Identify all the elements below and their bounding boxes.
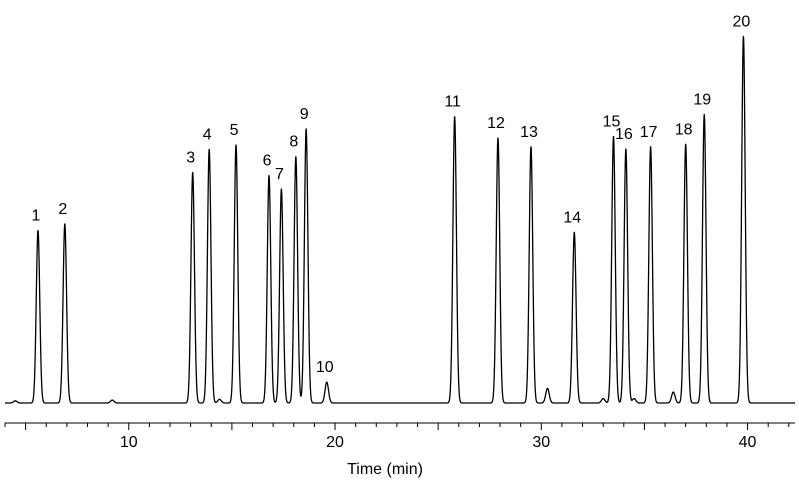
peak-label: 17 xyxy=(640,124,658,141)
peak-label: 13 xyxy=(520,124,538,141)
peak-label: 12 xyxy=(487,115,505,132)
peak-label: 8 xyxy=(289,134,298,151)
peak-label: 6 xyxy=(263,152,272,169)
peak-label: 19 xyxy=(693,92,711,109)
x-tick-label: 30 xyxy=(532,434,550,451)
x-axis-label: Time (min) xyxy=(347,461,423,478)
peak-label: 15 xyxy=(603,114,621,131)
peak-label: 16 xyxy=(615,126,633,143)
peak-label: 9 xyxy=(300,106,309,123)
peak-label: 2 xyxy=(58,201,67,218)
peak-label: 18 xyxy=(675,121,693,138)
x-tick-label: 20 xyxy=(326,434,344,451)
peak-label: 20 xyxy=(733,13,751,30)
peak-label: 4 xyxy=(203,126,212,143)
peak-label: 1 xyxy=(32,208,41,225)
peak-label: 14 xyxy=(563,209,581,226)
x-tick-label: 10 xyxy=(120,434,138,451)
x-tick-label: 40 xyxy=(739,434,757,451)
x-axis-ticks: 10 20 30 40 xyxy=(4,423,790,451)
peak-label: 3 xyxy=(186,150,195,167)
chromatogram-trace xyxy=(4,35,796,404)
peak-label: 7 xyxy=(275,166,284,183)
peak-label: 10 xyxy=(316,359,334,376)
peak-label: 5 xyxy=(230,122,239,139)
peak-label: 11 xyxy=(444,94,461,111)
